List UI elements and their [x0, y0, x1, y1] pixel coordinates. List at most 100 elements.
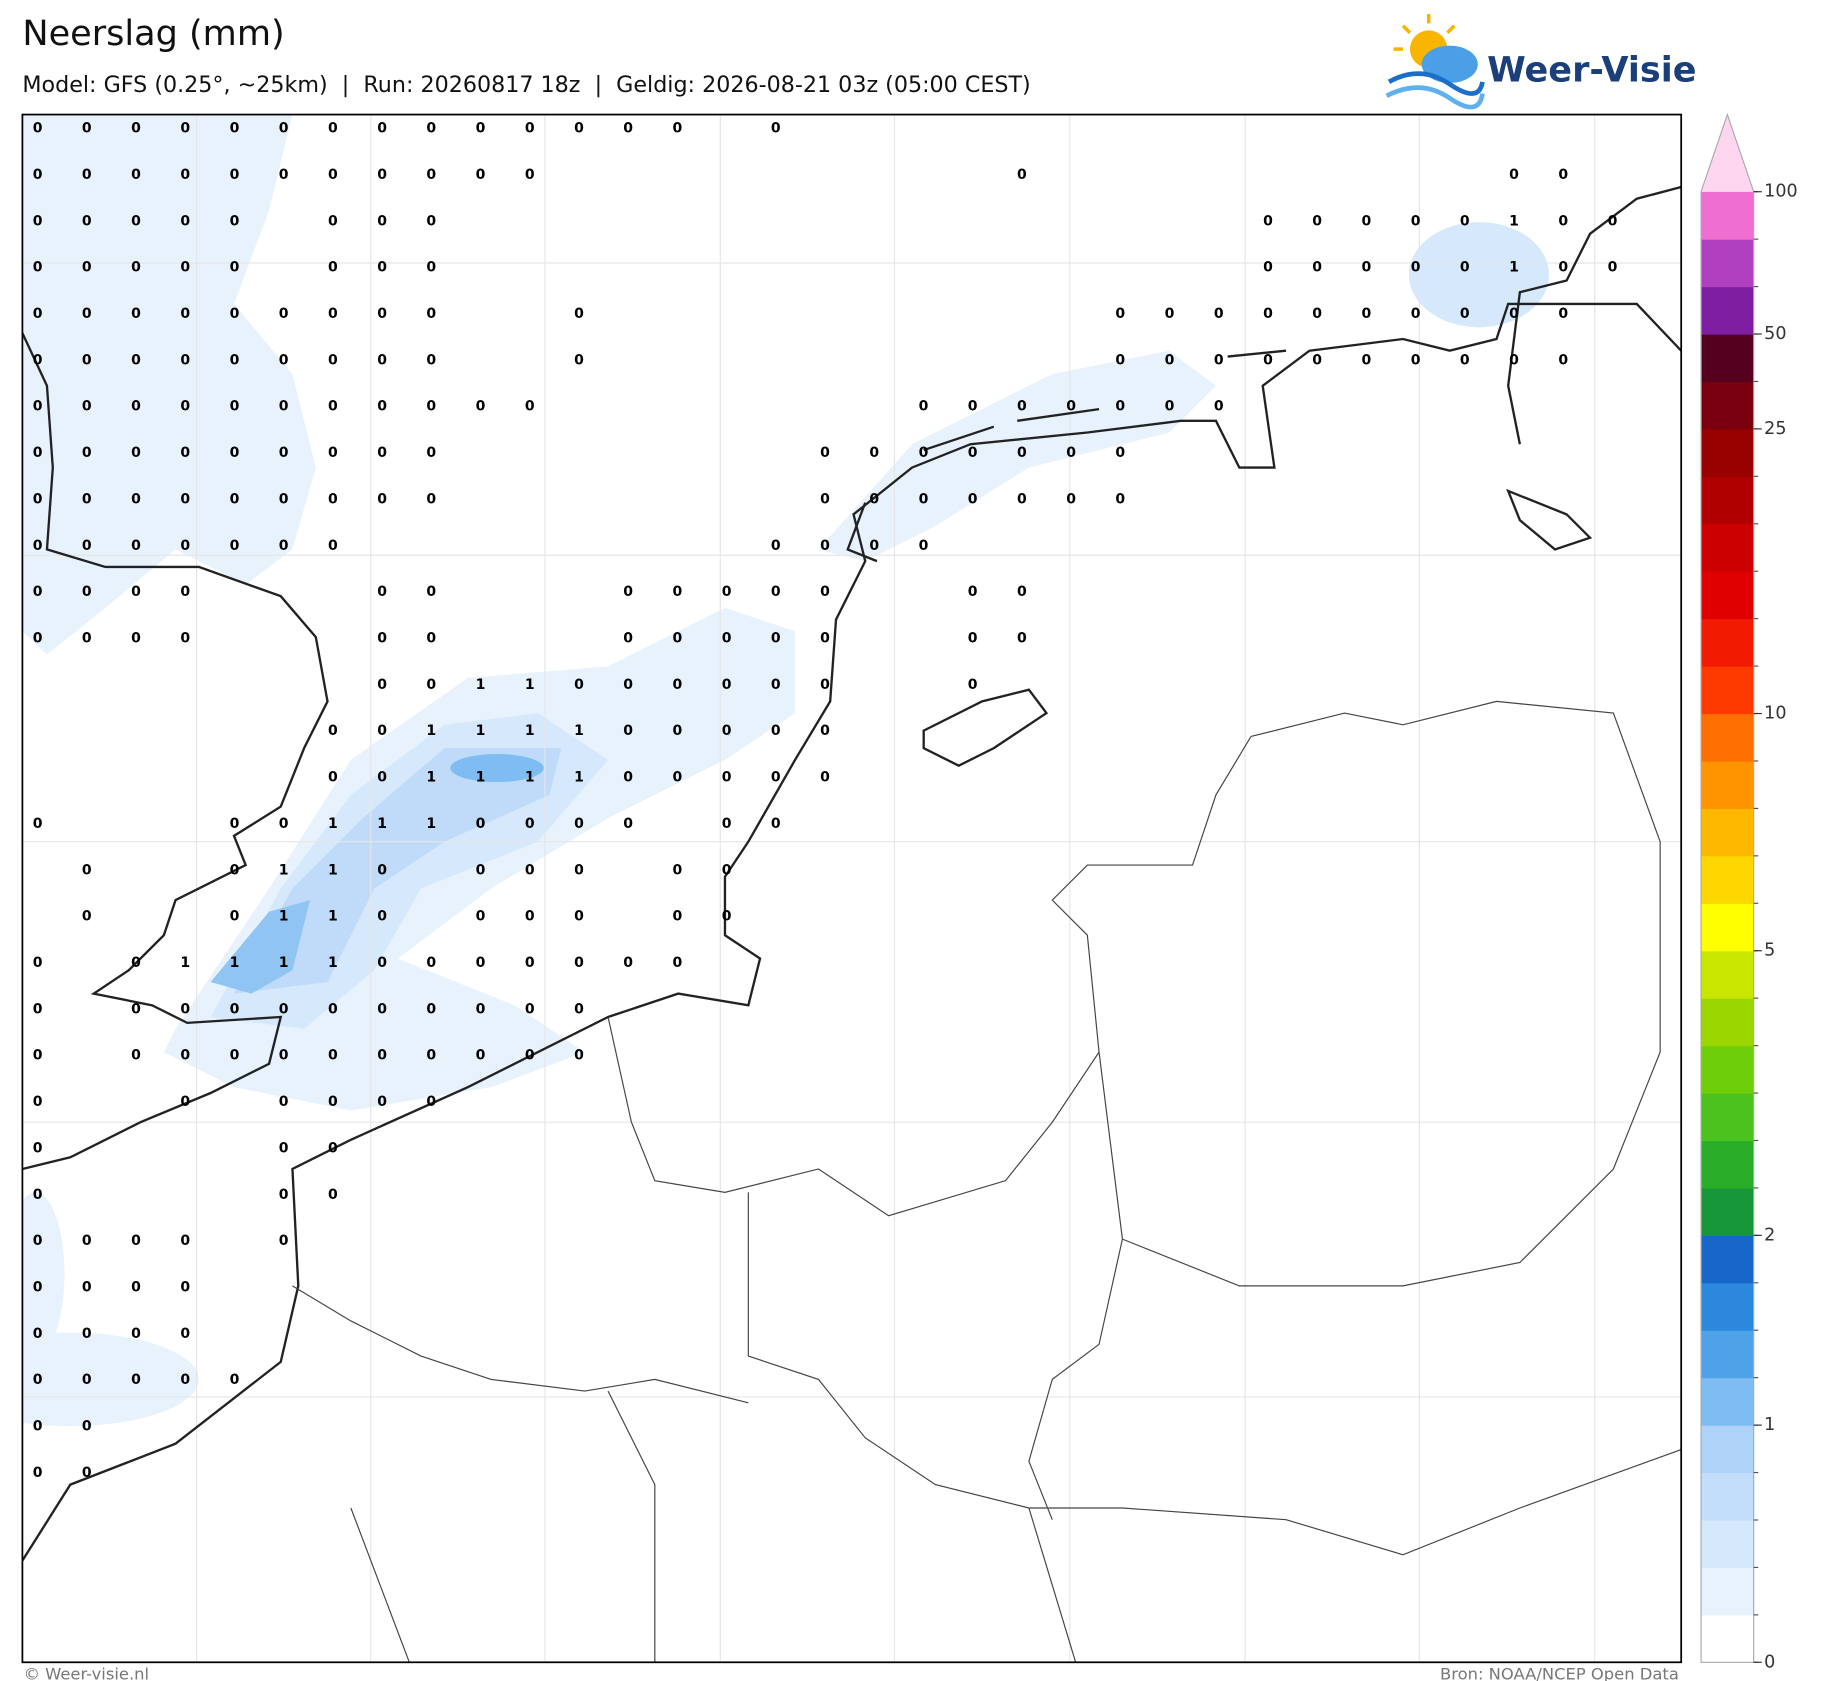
value-label: 0	[574, 955, 584, 971]
value-label: 0	[1460, 352, 1470, 368]
value-label: 0	[623, 955, 633, 971]
value-label: 0	[377, 167, 387, 183]
value-label: 0	[919, 445, 929, 461]
value-label: 0	[525, 121, 535, 137]
value-label: 0	[1411, 213, 1421, 229]
value-label: 0	[771, 770, 781, 786]
value-label: 0	[82, 1372, 92, 1388]
colorbar-bin	[1701, 1045, 1754, 1094]
value-label: 0	[279, 1001, 289, 1017]
value-label: 1	[180, 955, 190, 971]
value-label: 0	[33, 816, 43, 832]
value-label: 0	[377, 677, 387, 693]
colorbar-bin	[1701, 1187, 1754, 1236]
title: Neerslag (mm)	[22, 13, 284, 54]
value-label: 0	[328, 445, 338, 461]
value-label: 0	[968, 491, 978, 507]
value-label: 0	[82, 1279, 92, 1295]
value-label: 0	[82, 491, 92, 507]
value-label: 1	[426, 723, 436, 739]
value-label: 0	[1017, 631, 1027, 647]
value-label: 0	[131, 121, 141, 137]
value-label: 0	[426, 1048, 436, 1064]
value-label: 0	[82, 167, 92, 183]
value-label: 0	[525, 399, 535, 415]
value-label: 0	[1411, 352, 1421, 368]
value-label: 0	[131, 1326, 141, 1342]
value-label: 0	[377, 955, 387, 971]
value-label: 1	[525, 677, 535, 693]
value-label: 0	[426, 352, 436, 368]
colorbar-bin	[1701, 1235, 1754, 1284]
value-label: 0	[525, 1048, 535, 1064]
value-label: 0	[476, 121, 486, 137]
colorbar-tick-label: 2	[1764, 1225, 1775, 1245]
colorbar-tick-label: 0	[1764, 1652, 1775, 1672]
value-label: 0	[180, 491, 190, 507]
value-label: 0	[328, 723, 338, 739]
colorbar-bin	[1701, 334, 1754, 383]
value-label: 0	[1558, 213, 1568, 229]
colorbar-bin	[1701, 476, 1754, 525]
value-label: 0	[328, 1001, 338, 1017]
value-label: 0	[33, 399, 43, 415]
value-label: 0	[574, 677, 584, 693]
value-label: 0	[131, 260, 141, 276]
value-label: 0	[230, 538, 240, 554]
value-label: 0	[131, 306, 141, 322]
value-label: 0	[328, 399, 338, 415]
value-label: 0	[525, 816, 535, 832]
value-label: 0	[230, 445, 240, 461]
colorbar-bin	[1701, 523, 1754, 572]
value-label: 0	[82, 121, 92, 137]
value-label: 0	[426, 677, 436, 693]
value-label: 0	[426, 260, 436, 276]
value-label: 0	[377, 306, 387, 322]
value-label: 0	[1115, 306, 1125, 322]
colorbar-bin	[1701, 760, 1754, 809]
value-label: 0	[230, 167, 240, 183]
colorbar-bin	[1701, 381, 1754, 430]
copyright: © Weer-visie.nl	[24, 1665, 150, 1681]
value-label: 0	[328, 1187, 338, 1203]
value-label: 0	[377, 770, 387, 786]
value-label: 0	[1558, 352, 1568, 368]
value-label: 0	[1411, 260, 1421, 276]
value-label: 0	[82, 1465, 92, 1481]
colorbar-bin	[1701, 1519, 1754, 1569]
value-label: 0	[131, 1001, 141, 1017]
value-label: 0	[623, 631, 633, 647]
value-label: 0	[230, 213, 240, 229]
value-label: 0	[33, 491, 43, 507]
value-label: 0	[673, 584, 683, 600]
value-label: 0	[131, 955, 141, 971]
value-label: 0	[33, 1001, 43, 1017]
value-label: 1	[279, 862, 289, 878]
value-label: 1	[328, 909, 338, 925]
value-label: 1	[1509, 213, 1519, 229]
value-label: 0	[476, 955, 486, 971]
colorbar-tick-label: 5	[1764, 941, 1775, 961]
colorbar-bin	[1701, 191, 1754, 240]
value-label: 0	[377, 862, 387, 878]
value-label: 0	[180, 538, 190, 554]
value-label: 0	[1214, 306, 1224, 322]
value-label: 0	[426, 399, 436, 415]
value-label: 0	[1165, 352, 1175, 368]
value-label: 0	[131, 1048, 141, 1064]
value-label: 0	[230, 816, 240, 832]
value-label: 0	[623, 816, 633, 832]
value-label: 0	[1460, 213, 1470, 229]
value-label: 0	[230, 260, 240, 276]
value-label: 0	[1263, 352, 1273, 368]
value-label: 0	[1558, 167, 1568, 183]
value-label: 0	[131, 538, 141, 554]
value-label: 0	[180, 167, 190, 183]
value-label: 0	[279, 399, 289, 415]
value-label: 0	[525, 1001, 535, 1017]
value-label: 0	[623, 584, 633, 600]
value-label: 0	[131, 352, 141, 368]
colorbar-bin	[1701, 808, 1754, 857]
